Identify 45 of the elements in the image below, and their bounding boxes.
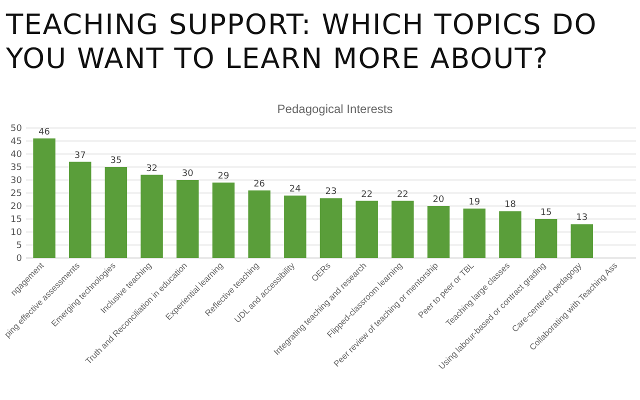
bar	[463, 208, 486, 258]
bar	[212, 182, 235, 258]
bar	[499, 211, 522, 258]
bar	[427, 206, 450, 258]
data-label: 23	[325, 187, 337, 198]
y-tick-label: 0	[16, 254, 22, 264]
y-tick-label: 25	[10, 188, 22, 199]
data-label: 29	[218, 172, 230, 182]
bar	[392, 200, 414, 258]
data-label: 15	[540, 208, 552, 218]
bar	[104, 167, 128, 258]
data-label: 32	[146, 164, 158, 174]
y-tick-label: 35	[10, 162, 22, 173]
y-tick-label: 45	[10, 136, 22, 147]
data-label: 35	[110, 156, 122, 166]
data-label: 46	[38, 127, 50, 138]
bar	[356, 200, 378, 258]
chart-title: TEACHING SUPPORT: WHICH TOPICS DO YOU WANT TO LEARN MORE ABOUT?	[5, 8, 598, 75]
bar	[33, 138, 56, 258]
data-label: 26	[254, 179, 266, 190]
bar	[534, 219, 558, 258]
data-label: 19	[468, 198, 480, 208]
y-tick-label: 10	[10, 228, 22, 238]
y-tick-label: 30	[10, 176, 22, 186]
data-label: 22	[396, 190, 408, 200]
bar	[69, 162, 92, 258]
data-label: 22	[361, 190, 373, 200]
y-tick-label: 20	[10, 202, 22, 212]
bar	[284, 196, 306, 258]
data-label: 20	[432, 195, 445, 205]
bar	[176, 180, 199, 258]
bar	[140, 174, 163, 258]
bar	[248, 190, 270, 258]
bar	[570, 224, 593, 258]
data-label: 18	[504, 200, 516, 210]
bar	[320, 198, 342, 258]
y-tick-label: 40	[10, 150, 22, 160]
data-label: 24	[289, 184, 302, 195]
y-tick-label: 5	[16, 240, 22, 251]
y-tick-label: 50	[10, 124, 22, 134]
data-label: 13	[576, 213, 588, 224]
data-label: 30	[182, 169, 194, 179]
chart-subtitle: Pedagogical Interests	[277, 102, 393, 116]
data-label: 37	[74, 150, 86, 161]
y-tick-label: 15	[10, 214, 22, 225]
